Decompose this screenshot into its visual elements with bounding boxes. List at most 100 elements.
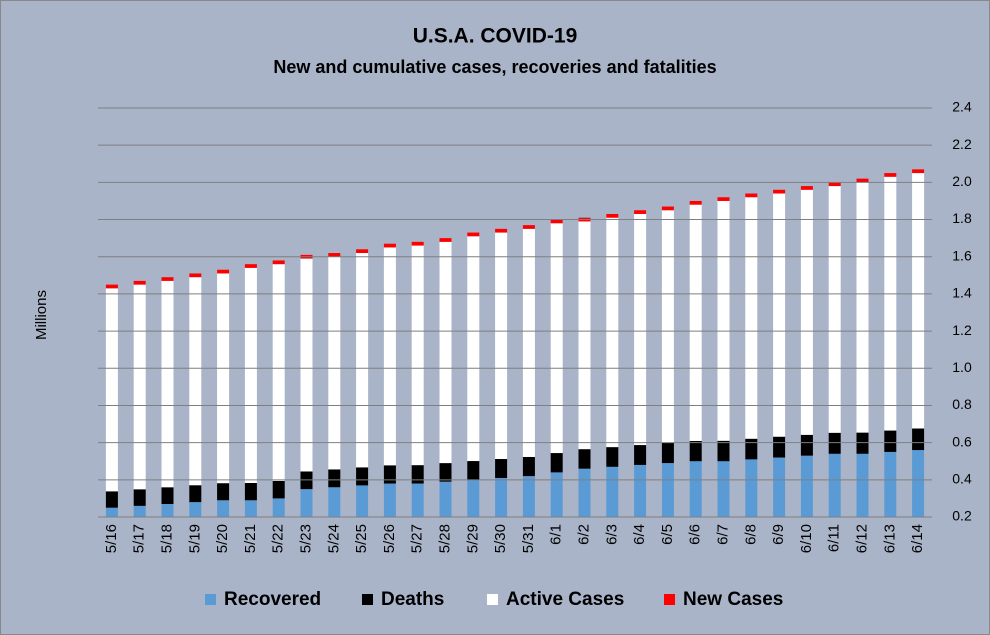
bar-segment [189, 273, 202, 278]
bar-segment [189, 502, 202, 517]
x-tick-label: 6/12 [853, 524, 870, 553]
x-tick-label: 6/14 [909, 524, 926, 553]
x-tick-label: 6/13 [881, 524, 898, 553]
bar-segment [411, 483, 424, 517]
bar-segment [773, 189, 786, 194]
bar-segment [467, 479, 480, 517]
x-tick-label: 6/2 [575, 524, 592, 545]
x-tick-label: 5/20 [214, 524, 231, 553]
bar-segment [495, 458, 508, 478]
bar-segment [661, 206, 674, 211]
bar-segment [828, 186, 841, 433]
bar-segment [884, 176, 897, 431]
bar-segment [689, 204, 702, 441]
x-tick-label: 6/4 [631, 524, 648, 545]
bar-segment [272, 498, 285, 517]
x-tick-label: 5/16 [103, 524, 120, 553]
bar-segment [773, 436, 786, 458]
x-tick-label: 6/1 [548, 524, 565, 545]
bar-segment [356, 253, 369, 468]
bar-segment [689, 200, 702, 205]
bar-segment [828, 182, 841, 187]
bar-segment [522, 228, 535, 457]
bar-segment [244, 500, 257, 517]
bar-segment [578, 468, 591, 517]
bar-segment [717, 461, 730, 517]
bar-segment [800, 189, 813, 435]
x-tick-label: 5/31 [520, 524, 537, 553]
bar-segment [634, 213, 647, 446]
x-tick-label: 6/3 [603, 524, 620, 545]
bar-segment [161, 487, 174, 504]
x-tick-label: 5/23 [297, 524, 314, 553]
y-tick-label: 0.4 [952, 471, 972, 487]
bar-segment [522, 225, 535, 229]
bar-segment [439, 238, 452, 242]
bar-segment [661, 443, 674, 464]
bar-segment [578, 221, 591, 450]
bar-segment [133, 284, 146, 490]
legend-label: Recovered [224, 589, 321, 610]
chart-title: U.S.A. COVID-19 [413, 25, 578, 48]
bar-segment [828, 453, 841, 517]
bar-segment [467, 461, 480, 480]
bar-segment [522, 476, 535, 517]
bar-segment [856, 453, 869, 517]
bar-segment [856, 182, 869, 433]
bar-segment [105, 491, 118, 508]
bar-segment [300, 258, 313, 472]
bar-segment [550, 223, 563, 454]
bar-segment [217, 269, 230, 274]
bar-segment [439, 481, 452, 517]
y-tick-label: 1.6 [952, 247, 972, 263]
x-tick-label: 5/17 [131, 524, 148, 553]
bar-segment [634, 464, 647, 517]
bar-segment [467, 236, 480, 462]
y-tick-label: 0.8 [952, 396, 972, 412]
x-tick-label: 5/29 [464, 524, 481, 553]
x-tick-label: 6/5 [659, 524, 676, 545]
x-tick-label: 5/27 [409, 524, 426, 553]
bar-segment [717, 440, 730, 462]
bar-segment [439, 241, 452, 464]
bar-segment [912, 428, 925, 451]
x-tick-label: 6/7 [714, 524, 731, 545]
x-tick-label: 6/8 [742, 524, 759, 545]
bar-segment [439, 463, 452, 482]
x-tick-label: 5/21 [242, 524, 259, 553]
bar-segment [495, 477, 508, 517]
bar-segment [884, 173, 897, 177]
bar-segment [745, 193, 758, 198]
bar-segment [606, 213, 619, 218]
x-tick-label: 5/18 [158, 524, 175, 553]
bar-segment [773, 193, 786, 437]
bar-segment [745, 438, 758, 460]
y-tick-label: 2.2 [952, 136, 972, 152]
x-tick-label: 6/10 [798, 524, 815, 553]
y-tick-label: 1.8 [952, 210, 972, 226]
bar-segment [161, 277, 174, 281]
chart-subtitle: New and cumulative cases, recoveries and… [273, 57, 716, 77]
bar-segment [411, 241, 424, 246]
bar-segment [550, 219, 563, 224]
x-tick-label: 5/30 [492, 524, 509, 553]
bar-segment [689, 461, 702, 517]
bar-segment [800, 434, 813, 456]
bar-segment [244, 267, 257, 483]
bar-segment [495, 228, 508, 233]
bar-segment [856, 178, 869, 183]
bar-segment [383, 247, 396, 466]
bar-segment [328, 256, 341, 470]
bar-segment [133, 505, 146, 517]
x-tick-label: 5/25 [353, 524, 370, 553]
bar-segment [217, 500, 230, 517]
bar-segment [912, 169, 925, 174]
bar-segment [661, 210, 674, 444]
bar-segment [272, 260, 285, 265]
bar-segment [328, 253, 341, 257]
bar-segment [383, 483, 396, 517]
bar-segment [328, 487, 341, 517]
bar-segment [244, 264, 257, 268]
y-tick-label: 2.0 [952, 173, 972, 189]
y-tick-label: 0.2 [952, 508, 972, 524]
